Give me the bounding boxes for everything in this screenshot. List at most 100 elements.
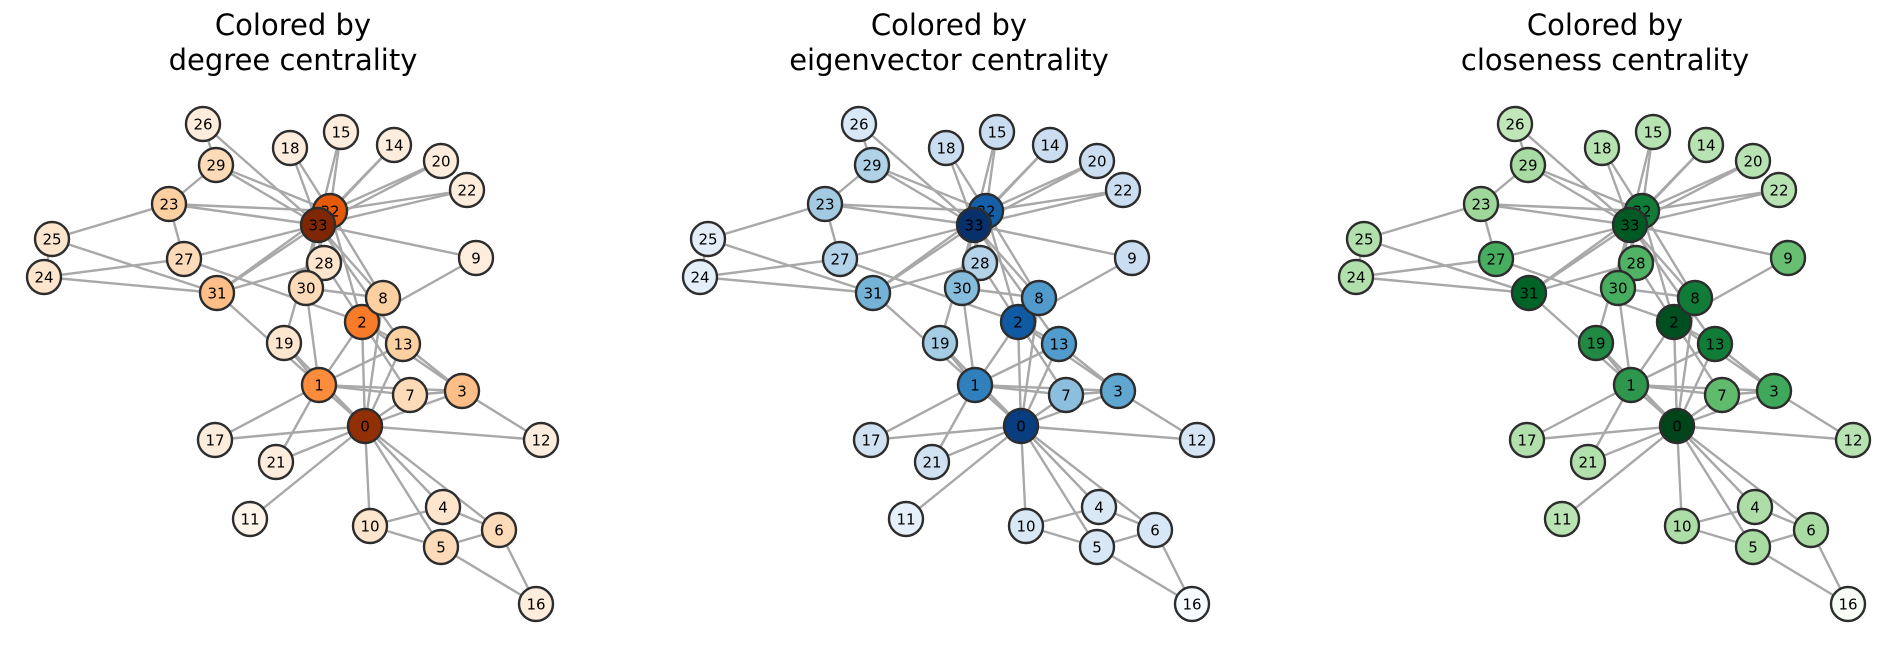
edge-29-33 — [215, 163, 319, 227]
panel-degree: 0123456789101112131415161718192021222324… — [25, 105, 560, 623]
node-label-9: 9 — [1127, 250, 1137, 268]
node-10 — [1007, 507, 1045, 545]
node-1 — [1612, 366, 1650, 404]
node-label-25: 25 — [42, 231, 61, 249]
edge-13-33 — [1629, 224, 1716, 345]
edge-28-31 — [1528, 261, 1637, 295]
edge-29-32 — [1527, 163, 1643, 213]
node-28 — [961, 244, 999, 282]
edge-29-32 — [215, 163, 331, 213]
node-1 — [300, 366, 338, 404]
node-24 — [681, 258, 719, 296]
node-label-4: 4 — [438, 499, 448, 517]
node-label-26: 26 — [849, 116, 868, 134]
node-8 — [364, 279, 402, 317]
node-11 — [231, 500, 269, 538]
edge-26-33 — [858, 123, 975, 226]
node-10 — [1663, 507, 1701, 545]
node-29 — [853, 146, 891, 184]
node-7 — [1703, 376, 1741, 414]
node-label-26: 26 — [1505, 116, 1524, 134]
node-label-17: 17 — [205, 432, 224, 450]
node-15 — [322, 113, 360, 151]
panel-title-eigenvector: Colored by eigenvector centrality — [789, 8, 1109, 78]
node-label-23: 23 — [815, 196, 834, 214]
node-label-21: 21 — [1578, 454, 1597, 472]
node-label-27: 27 — [830, 251, 849, 269]
edge-0-4 — [364, 425, 444, 508]
panel-title-closeness-line2: closeness centrality — [1460, 43, 1750, 77]
edge-5-16 — [440, 545, 537, 606]
node-13 — [1040, 325, 1078, 363]
node-label-10: 10 — [1672, 518, 1691, 536]
edge-23-33 — [168, 202, 319, 227]
node-31 — [1510, 274, 1548, 312]
node-26 — [184, 105, 222, 143]
node-20 — [1078, 142, 1116, 180]
node-12 — [522, 421, 560, 459]
edge-0-6 — [364, 425, 500, 531]
node-label-21: 21 — [922, 454, 941, 472]
node-14 — [375, 126, 413, 164]
node-4 — [424, 488, 462, 526]
node-13 — [1696, 325, 1734, 363]
node-label-8: 8 — [1034, 290, 1044, 308]
node-label-3: 3 — [1769, 383, 1779, 401]
node-27 — [165, 240, 203, 278]
node-label-22: 22 — [457, 182, 476, 200]
node-label-6: 6 — [1150, 522, 1160, 540]
edge-27-33 — [1495, 223, 1631, 261]
node-label-4: 4 — [1750, 499, 1760, 517]
node-1 — [956, 366, 994, 404]
node-label-10: 10 — [1016, 518, 1035, 536]
node-21 — [913, 443, 951, 481]
node-label-7: 7 — [1061, 387, 1071, 405]
node-label-19: 19 — [1586, 335, 1605, 353]
node-label-23: 23 — [1471, 196, 1490, 214]
node-label-11: 11 — [240, 511, 259, 529]
edge-29-33 — [1527, 163, 1631, 227]
node-2 — [999, 303, 1037, 341]
node-label-13: 13 — [1705, 336, 1724, 354]
node-7 — [1047, 376, 1085, 414]
node-label-20: 20 — [431, 153, 450, 171]
edge-1-3 — [974, 383, 1119, 393]
panel-title-eigenvector-line1: Colored by — [870, 8, 1028, 42]
node-18 — [927, 129, 965, 167]
edge-9-33 — [317, 223, 477, 260]
edge-0-17 — [214, 424, 366, 442]
node-25 — [1345, 220, 1383, 258]
node-label-6: 6 — [494, 522, 504, 540]
node-label-16: 16 — [1182, 596, 1201, 614]
node-25 — [689, 220, 727, 258]
edge-1-17 — [214, 383, 320, 442]
node-23 — [150, 185, 188, 223]
node-33 — [299, 206, 337, 244]
node-19 — [265, 324, 303, 362]
node-label-8: 8 — [378, 290, 388, 308]
node-0 — [1658, 407, 1696, 445]
node-label-15: 15 — [1643, 124, 1662, 142]
node-label-24: 24 — [1346, 269, 1365, 287]
edge-0-5 — [1019, 425, 1099, 548]
edge-29-32 — [871, 163, 987, 213]
node-10 — [351, 507, 389, 545]
edge-2-27 — [1495, 257, 1675, 324]
edge-0-4 — [1020, 425, 1100, 508]
node-12 — [1834, 421, 1872, 459]
node-3 — [443, 372, 481, 410]
node-label-12: 12 — [1187, 432, 1206, 450]
node-0 — [346, 407, 384, 445]
edge-24-31 — [43, 275, 218, 295]
node-label-20: 20 — [1743, 153, 1762, 171]
node-11 — [887, 500, 925, 538]
edge-0-11 — [905, 425, 1022, 520]
node-29 — [197, 146, 235, 184]
edge-5-16 — [1096, 545, 1193, 606]
edge-24-27 — [43, 257, 185, 279]
edge-1-17 — [870, 383, 976, 442]
node-label-29: 29 — [206, 157, 225, 175]
node-label-28: 28 — [314, 255, 333, 273]
node-label-0: 0 — [360, 418, 370, 436]
node-9 — [1769, 239, 1807, 277]
